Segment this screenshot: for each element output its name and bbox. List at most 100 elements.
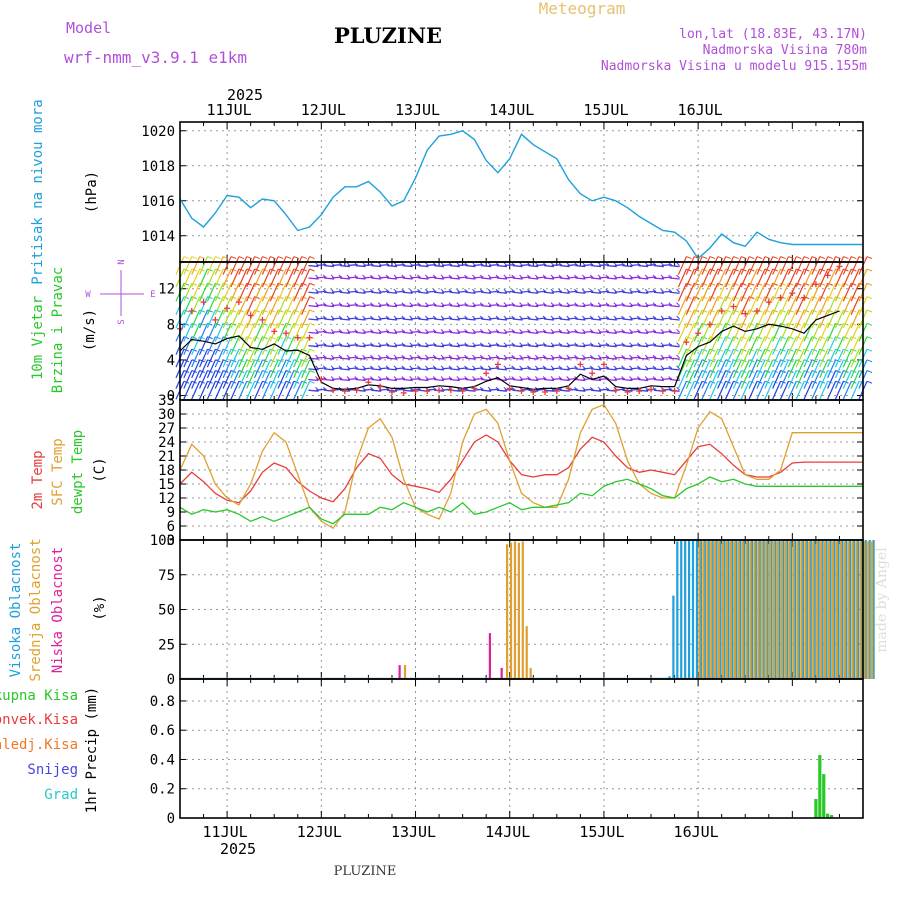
compass-icon: N S W E — [85, 259, 155, 324]
wind-barb — [591, 345, 602, 348]
wind-barb — [285, 268, 295, 288]
wind-barb — [842, 268, 852, 288]
wind-barb — [214, 268, 224, 288]
wind-barb — [511, 315, 516, 320]
wind-barb — [740, 336, 750, 355]
wind-barb — [363, 388, 374, 391]
wind-barb — [441, 356, 452, 359]
wind-barb — [426, 276, 437, 279]
wind-barb — [238, 296, 245, 300]
wind-barb — [749, 309, 755, 313]
wind-barb — [574, 315, 578, 320]
wind-barb — [402, 264, 413, 268]
wind-barb — [638, 368, 649, 371]
wind-barb — [339, 264, 350, 268]
wind-barb — [772, 296, 778, 300]
wind-barb — [339, 318, 350, 321]
wind-barb — [843, 296, 849, 300]
wind-barb — [764, 309, 771, 313]
wind-barb — [788, 322, 794, 326]
wind-barb — [701, 336, 708, 340]
wind-barb — [819, 348, 829, 368]
wind-barb — [661, 303, 672, 307]
mid-cloud-bar — [831, 541, 834, 679]
wind-barb — [183, 359, 193, 379]
wind-barb — [630, 344, 641, 347]
wind-barb — [717, 296, 724, 300]
wind-label-1: 10m Vjetar — [30, 296, 46, 380]
mid-cloud-bar — [823, 541, 827, 679]
temp-label-2m: 2m Temp — [30, 450, 46, 509]
wind-barb — [270, 309, 276, 313]
wind-barb — [394, 367, 405, 370]
wind-barb — [819, 309, 829, 329]
wind-barb — [278, 296, 284, 300]
wind-barb — [652, 354, 657, 359]
wind-barb — [401, 302, 406, 306]
wind-barb — [512, 277, 523, 280]
wind-barb — [685, 380, 695, 400]
wind-barb — [191, 348, 201, 368]
wind-barb — [183, 370, 193, 389]
wind-barb — [748, 296, 758, 315]
wind-barb — [331, 276, 343, 279]
wind-barb — [363, 377, 374, 381]
wind-barb — [827, 309, 833, 313]
wind-barb — [653, 357, 664, 360]
high-cloud-bar — [723, 540, 726, 679]
wind-barb — [661, 356, 672, 359]
wind-barb — [694, 336, 700, 340]
mid-cloud-bar — [741, 541, 744, 679]
wind-barb — [386, 304, 398, 308]
y-tick-label: 0.2 — [150, 782, 175, 798]
wind-barb — [191, 268, 201, 288]
wind-barb — [748, 256, 758, 275]
wind-barb — [795, 370, 805, 389]
wind-barb — [614, 276, 625, 279]
wind-barb — [347, 330, 358, 333]
wind-barb — [479, 354, 484, 359]
wind-barb — [676, 302, 680, 306]
wind-barb — [385, 328, 390, 333]
wind-barb — [253, 309, 264, 329]
wind-barb — [434, 378, 445, 382]
high-cloud-bar — [758, 540, 761, 679]
wind-barb — [207, 322, 213, 326]
wind-barb — [701, 256, 711, 275]
mid-cloud-bar — [733, 541, 736, 679]
wind-barb — [457, 303, 468, 307]
wind-barb — [621, 376, 625, 380]
wind-barb — [277, 348, 287, 368]
wind-barb — [371, 378, 382, 382]
mid-cloud-bar — [808, 541, 811, 679]
wind-barb — [653, 304, 664, 308]
wind-barb — [370, 365, 374, 370]
y-tick-label: 0.6 — [150, 723, 175, 739]
wind-barb — [638, 378, 649, 382]
wind-barb — [614, 263, 625, 267]
date-label-bottom: 11JUL — [203, 823, 248, 841]
wind-barb — [788, 309, 794, 313]
mid-cloud-bar — [820, 541, 823, 679]
y-tick-label: 9 — [167, 505, 175, 521]
wind-barb — [322, 354, 327, 359]
wind-barb — [354, 365, 359, 370]
wind-barb — [575, 318, 586, 321]
mid-cloud-bar — [517, 542, 520, 679]
sfc-temp-line — [179, 403, 863, 530]
wind-barb — [669, 378, 680, 382]
y-tick-label: 27 — [158, 421, 175, 437]
wind-barb — [724, 348, 735, 368]
wind-barb — [238, 380, 248, 400]
wind-barb — [732, 370, 742, 389]
wind-barb — [645, 367, 657, 370]
wind-barb — [293, 256, 300, 260]
wind-barb — [787, 359, 797, 379]
wind-barb — [520, 290, 531, 293]
wind-barb — [441, 367, 452, 370]
wind-barb — [370, 328, 374, 333]
mid-cloud-bar — [721, 541, 725, 679]
wind-barb — [677, 370, 687, 389]
wind-barb — [495, 342, 500, 347]
wind-barb — [652, 365, 657, 370]
